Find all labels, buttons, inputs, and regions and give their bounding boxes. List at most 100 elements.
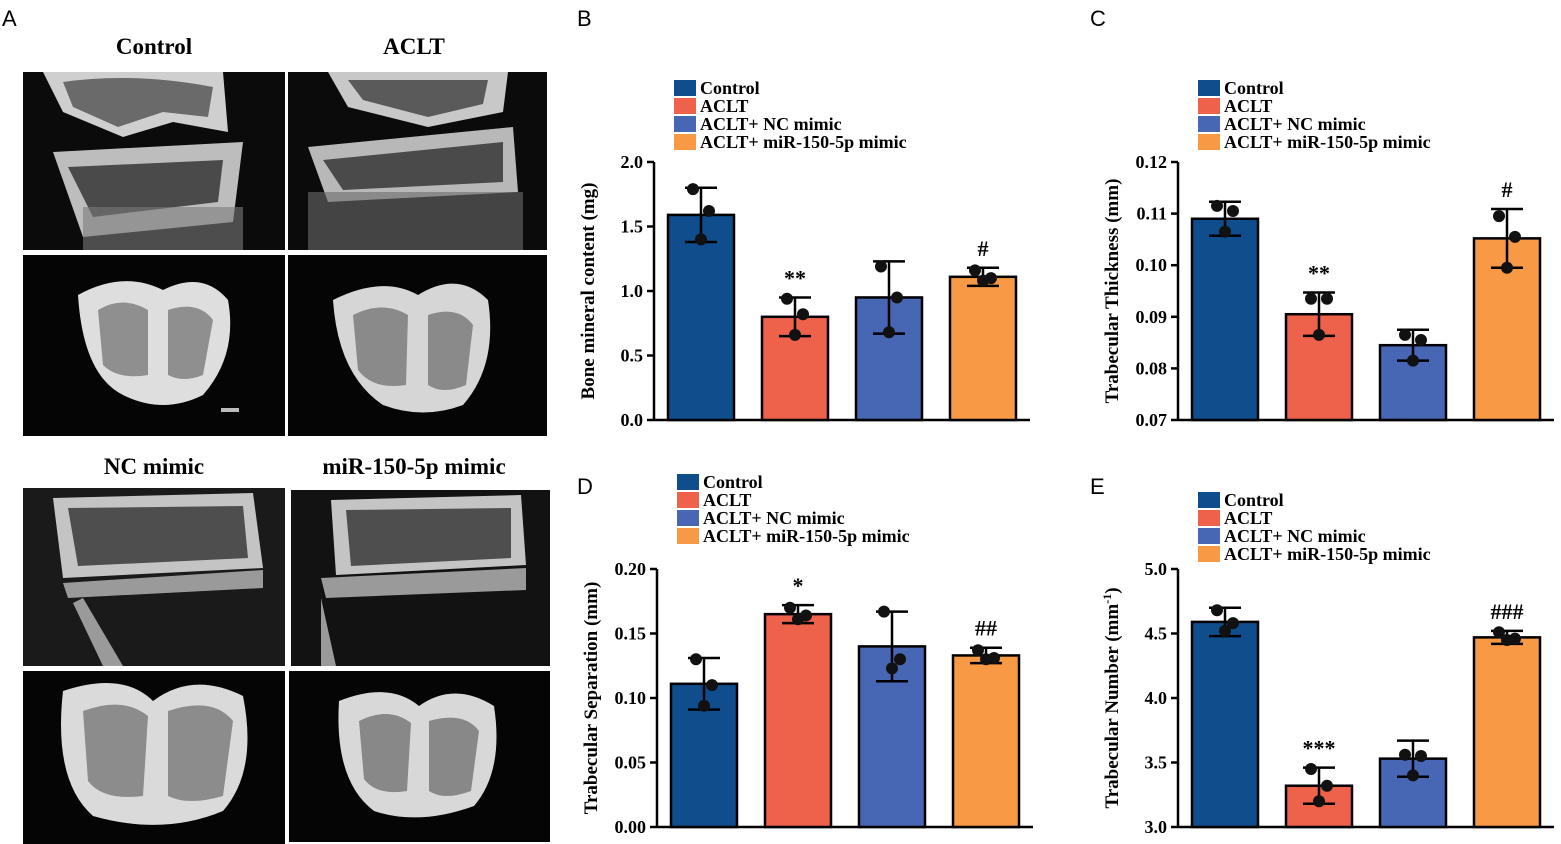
y-tick-label-b-1: 0.5 xyxy=(621,346,644,366)
legend-label-b-3: ACLT+ miR-150-5p mimic xyxy=(700,132,907,152)
legend-swatch-b-1 xyxy=(674,98,696,114)
microct-3d-mir-mimic xyxy=(289,671,550,842)
data-point-d-1-0 xyxy=(784,601,796,614)
legend-label-e-3: ACLT+ miR-150-5p mimic xyxy=(1224,544,1431,564)
data-point-e-0-2 xyxy=(1219,624,1231,637)
data-point-c-2-2 xyxy=(1407,354,1419,367)
y-tick-label-c-5: 0.12 xyxy=(1136,152,1168,172)
y-tick-label-e-4: 5.0 xyxy=(1145,559,1168,579)
y-tick-label-d-3: 0.15 xyxy=(615,624,647,644)
y-axis-label-c: Trabecular Thickness (mm) xyxy=(1102,179,1123,404)
data-point-e-1-2 xyxy=(1313,795,1325,808)
significance-e-1: *** xyxy=(1303,736,1336,761)
legend-label-c-2: ACLT+ NC mimic xyxy=(1224,114,1366,134)
legend-swatch-c-0 xyxy=(1198,80,1220,96)
data-point-c-1-0 xyxy=(1305,292,1317,305)
legend-label-e-0: Control xyxy=(1224,490,1284,510)
panel-b-label: B xyxy=(577,6,592,31)
y-axis-label-e: Trabecular Number (mm-1) xyxy=(1100,587,1123,808)
legend-label-b-0: Control xyxy=(700,78,760,98)
y-tick-label-b-3: 1.5 xyxy=(621,217,644,237)
legend-label-c-1: ACLT xyxy=(1224,96,1272,116)
data-point-c-3-0 xyxy=(1493,210,1505,223)
legend-label-e-1: ACLT xyxy=(1224,508,1272,528)
legend-swatch-e-3 xyxy=(1198,546,1220,562)
microct-sagittal-mir-mimic xyxy=(291,490,550,666)
legend-swatch-e-2 xyxy=(1198,528,1220,544)
significance-e-3: ### xyxy=(1491,599,1524,624)
y-tick-label-c-3: 0.10 xyxy=(1136,255,1168,275)
microct-sagittal-aclt xyxy=(288,72,547,250)
data-point-c-1-1 xyxy=(1321,292,1333,305)
microct-sagittal-nc-mimic xyxy=(23,488,285,666)
microct-3d-aclt xyxy=(288,255,547,436)
data-point-c-2-1 xyxy=(1415,334,1427,347)
significance-d-3: ## xyxy=(975,616,997,641)
data-point-b-1-0 xyxy=(781,292,793,305)
data-point-e-2-2 xyxy=(1407,769,1419,782)
legend-label-e-2: ACLT+ NC mimic xyxy=(1224,526,1366,546)
y-tick-label-e-1: 3.5 xyxy=(1145,753,1168,773)
data-point-c-1-2 xyxy=(1313,328,1325,341)
data-point-e-1-0 xyxy=(1305,762,1317,775)
legend-swatch-c-2 xyxy=(1198,116,1220,132)
y-tick-label-b-0: 0.0 xyxy=(621,410,644,430)
y-tick-label-d-1: 0.05 xyxy=(615,753,647,773)
y-tick-label-d-4: 0.20 xyxy=(615,559,647,579)
data-point-c-3-1 xyxy=(1509,230,1521,243)
data-point-b-0-2 xyxy=(695,233,707,246)
y-tick-label-c-4: 0.11 xyxy=(1136,204,1167,224)
data-point-e-0-0 xyxy=(1211,604,1223,617)
data-point-d-0-0 xyxy=(690,653,702,666)
data-point-b-3-2 xyxy=(977,274,989,287)
data-point-b-2-0 xyxy=(875,260,887,273)
significance-b-1: ** xyxy=(784,265,806,290)
y-tick-label-c-0: 0.07 xyxy=(1136,410,1168,430)
data-point-d-3-2 xyxy=(980,653,992,666)
legend-swatch-b-0 xyxy=(674,80,696,96)
significance-c-3: # xyxy=(1502,177,1513,202)
data-point-e-1-1 xyxy=(1321,779,1333,792)
bar-e-0 xyxy=(1190,620,1260,829)
legend-label-d-0: Control xyxy=(703,472,763,492)
data-point-b-1-1 xyxy=(797,308,809,321)
significance-d-1: * xyxy=(793,573,804,598)
y-tick-label-c-1: 0.08 xyxy=(1136,358,1168,378)
y-tick-label-e-3: 4.5 xyxy=(1145,624,1168,644)
data-point-e-0-1 xyxy=(1227,617,1239,630)
legend-swatch-e-0 xyxy=(1198,492,1220,508)
legend-label-d-3: ACLT+ miR-150-5p mimic xyxy=(703,526,910,546)
data-point-d-2-2 xyxy=(886,662,898,675)
microct-3d-control xyxy=(23,255,285,436)
y-axis-label-d: Trabecular Separation (mm) xyxy=(581,582,602,815)
data-point-d-0-2 xyxy=(698,699,710,712)
panel-c-label: C xyxy=(1090,6,1106,31)
data-point-d-1-2 xyxy=(792,613,804,626)
y-tick-label-b-4: 2.0 xyxy=(621,152,644,172)
legend-label-d-1: ACLT xyxy=(703,490,751,510)
y-axis-label-b: Bone mineral content (mg) xyxy=(578,183,599,400)
panel-a-label: A xyxy=(2,6,17,31)
significance-c-1: ** xyxy=(1308,261,1330,286)
legend-swatch-d-2 xyxy=(677,510,699,526)
data-point-e-3-0 xyxy=(1493,626,1505,639)
legend-swatch-d-1 xyxy=(677,492,699,508)
data-point-d-2-0 xyxy=(878,605,890,618)
y-tick-label-e-2: 4.0 xyxy=(1145,688,1168,708)
y-tick-label-e-0: 3.0 xyxy=(1145,817,1168,837)
data-point-e-3-2 xyxy=(1501,633,1513,646)
legend-label-d-2: ACLT+ NC mimic xyxy=(703,508,845,528)
legend-swatch-d-0 xyxy=(677,474,699,490)
data-point-c-0-2 xyxy=(1219,225,1231,238)
data-point-b-0-1 xyxy=(703,205,715,218)
legend-label-c-0: Control xyxy=(1224,78,1284,98)
legend-swatch-c-1 xyxy=(1198,98,1220,114)
panel-a-title-control: Control xyxy=(115,34,193,59)
panel-e-label: E xyxy=(1090,474,1105,499)
data-point-b-0-0 xyxy=(687,183,699,196)
panel-d-label: D xyxy=(577,474,593,499)
legend-swatch-e-1 xyxy=(1198,510,1220,526)
bar-d-1 xyxy=(763,612,833,829)
legend-swatch-c-3 xyxy=(1198,134,1220,150)
